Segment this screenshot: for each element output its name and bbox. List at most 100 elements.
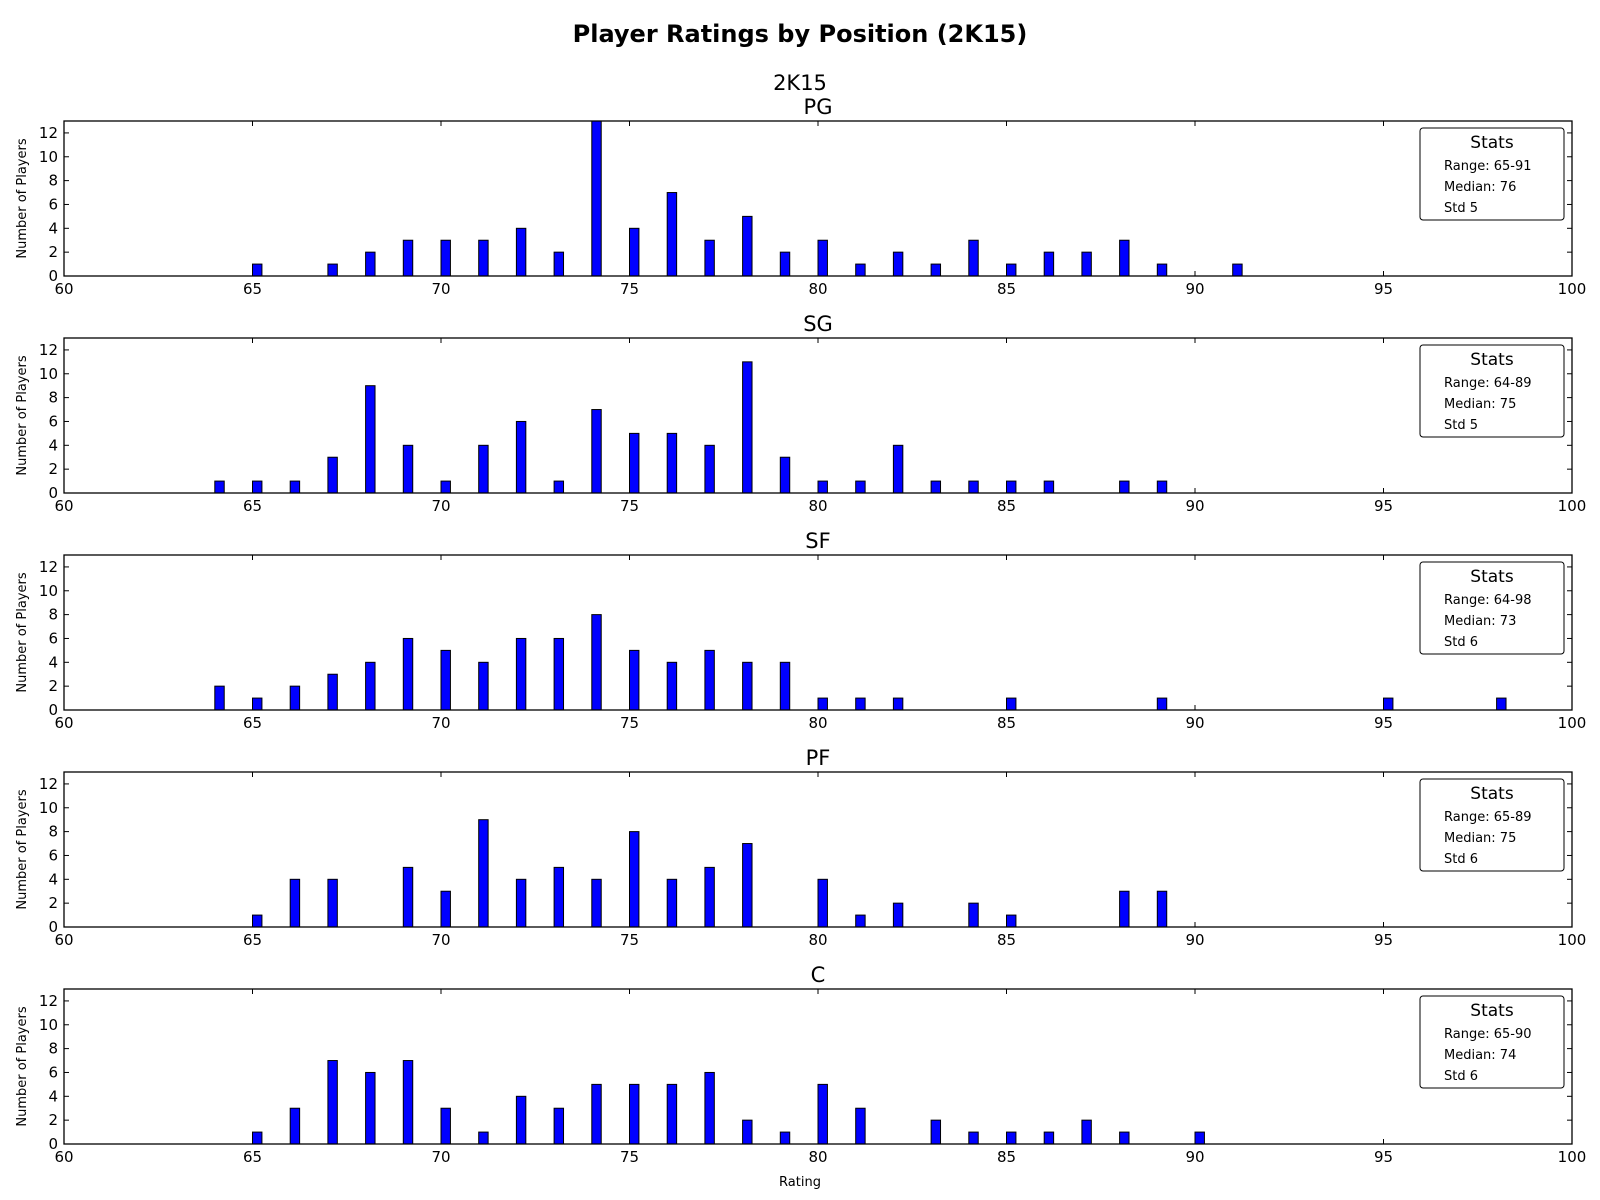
y-tick-label: 12: [39, 124, 58, 142]
bar: [252, 480, 263, 494]
y-tick-label: 4: [48, 870, 58, 888]
legend-entry: Std 5: [1444, 418, 1478, 433]
bar: [289, 480, 301, 494]
y-tick-label: 8: [48, 172, 58, 190]
x-tick-label: 65: [243, 497, 262, 515]
y-tick-label: 8: [48, 606, 58, 624]
bar: [779, 456, 791, 494]
legend-entry: Range: 65-91: [1444, 159, 1532, 174]
x-tick-label: 75: [620, 280, 639, 298]
y-tick-label: 2: [48, 1111, 58, 1129]
bar: [365, 385, 376, 494]
x-tick-label: 100: [1558, 931, 1587, 949]
y-tick-label: 0: [48, 701, 58, 719]
y-tick-label: 2: [48, 894, 58, 912]
bar: [591, 1083, 602, 1145]
bar: [855, 480, 866, 494]
bar: [327, 456, 338, 494]
bar: [515, 878, 527, 928]
x-tick-label: 90: [1185, 497, 1204, 515]
bar: [1006, 914, 1017, 928]
bar: [478, 239, 489, 277]
y-tick-label: 12: [39, 775, 58, 793]
legend-entry: Range: 64-98: [1444, 593, 1532, 608]
bar: [1119, 239, 1130, 277]
bar: [515, 227, 527, 277]
bar: [289, 878, 301, 928]
bar: [553, 637, 565, 711]
y-tick-label: 10: [39, 365, 58, 383]
legend-entry: Std 6: [1444, 635, 1478, 650]
panel-sg: SG 60 65 70 75 80 85 90 95 100 0 2 4 6 8 10 12 Number of …: [15, 312, 1586, 515]
bar: [704, 239, 715, 277]
x-tick-label: 95: [1374, 931, 1393, 949]
x-tick-label: 100: [1558, 497, 1587, 515]
stats-legend: Stats Range: 64-89 Median: 75 Std 5: [1419, 344, 1565, 438]
legend-title: Stats: [1470, 1001, 1514, 1021]
legend-box: [1419, 778, 1565, 872]
bar: [402, 444, 414, 494]
bar: [440, 1107, 451, 1145]
bar: [327, 263, 338, 277]
bar: [1119, 1131, 1130, 1145]
x-tick-label: 100: [1558, 1148, 1587, 1166]
x-tick-label: 65: [243, 714, 262, 732]
x-tick-label: 80: [808, 497, 827, 515]
bar: [515, 1095, 527, 1145]
x-tick-label: 100: [1558, 280, 1587, 298]
bar: [402, 866, 414, 928]
legend-entry: Range: 64-89: [1444, 376, 1532, 391]
legend-entry: Range: 65-89: [1444, 810, 1532, 825]
bar: [440, 649, 451, 711]
x-tick-label: 65: [243, 280, 262, 298]
legend-entry: Range: 65-90: [1444, 1027, 1532, 1042]
x-tick-label: 95: [1374, 714, 1393, 732]
x-tick-label: 60: [54, 714, 73, 732]
bar: [704, 649, 715, 711]
legend-entry: Median: 75: [1444, 397, 1516, 412]
bar: [892, 251, 904, 277]
legend-box: [1419, 561, 1565, 655]
y-tick-label: 6: [48, 846, 58, 864]
panel-pg: PG 60 65 70 75 80 85 90 95 100 0 2 4 6 8 10 12 Number of …: [15, 95, 1586, 298]
x-tick-label: 60: [54, 1148, 73, 1166]
bar: [1194, 1131, 1205, 1145]
bar: [1043, 480, 1055, 494]
bar: [440, 890, 451, 928]
legend-entry: Median: 75: [1444, 831, 1516, 846]
x-tick-label: 80: [808, 931, 827, 949]
bar: [779, 1131, 791, 1145]
bar: [478, 1131, 489, 1145]
bar: [930, 1119, 942, 1145]
x-tick-label: 75: [620, 1148, 639, 1166]
bar: [666, 878, 678, 928]
stats-legend: Stats Range: 65-89 Median: 75 Std 6: [1419, 778, 1565, 872]
bar: [1156, 697, 1168, 711]
bar: [440, 480, 451, 494]
bar: [742, 1119, 753, 1145]
y-tick-label: 10: [39, 148, 58, 166]
bar: [1006, 263, 1017, 277]
bar: [327, 1060, 338, 1145]
bar: [704, 1071, 715, 1145]
bar: [252, 1131, 263, 1145]
x-tick-label: 85: [997, 714, 1016, 732]
panel-title: SF: [805, 529, 830, 553]
bar: [1232, 263, 1243, 277]
bar: [892, 697, 904, 711]
x-tick-label: 60: [54, 280, 73, 298]
x-tick-label: 70: [431, 497, 450, 515]
panel-c: C 60 65 70 75 80 85 90 95 100 0 2 4 6 8 10 12 Number of P…: [15, 963, 1586, 1166]
panel-title: C: [811, 963, 826, 987]
bar: [968, 1131, 979, 1145]
x-tick-label: 85: [997, 497, 1016, 515]
bar: [478, 444, 489, 494]
bar: [666, 192, 678, 277]
bar: [817, 878, 828, 928]
y-tick-label: 10: [39, 582, 58, 600]
bar: [591, 614, 602, 711]
x-tick-label: 100: [1558, 714, 1587, 732]
bar: [1156, 890, 1168, 928]
